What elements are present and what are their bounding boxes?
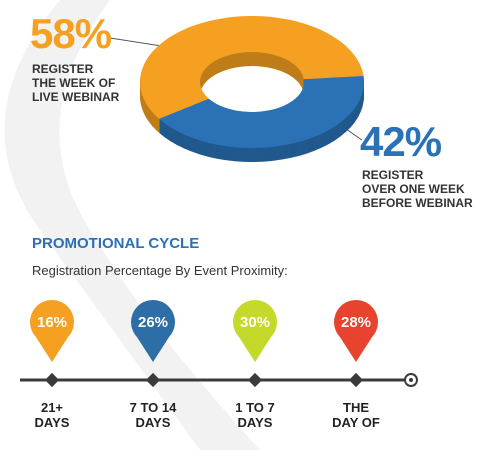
- pin-value: 16%: [37, 314, 67, 331]
- pin: [239, 337, 271, 362]
- slice-label: REGISTER THE WEEK OF LIVE WEBINAR: [32, 62, 120, 104]
- pin-head: [131, 300, 175, 344]
- timeline-marker: [247, 372, 263, 388]
- background-swoosh: [4, 0, 261, 450]
- category-label: 1 TO 7 DAYS: [235, 400, 275, 430]
- pin: [36, 337, 68, 362]
- pin: [137, 337, 169, 362]
- donut-slice: [140, 16, 364, 119]
- donut-slice: [159, 76, 365, 149]
- category-label: 7 TO 14 DAYS: [129, 400, 177, 430]
- timeline-marker: [145, 372, 161, 388]
- pin-value: 28%: [341, 314, 371, 331]
- pin-head: [233, 300, 277, 344]
- pin-head: [30, 300, 74, 344]
- pin-head: [334, 300, 378, 344]
- timeline-end-dot: [409, 378, 413, 382]
- section-subtitle: Registration Percentage By Event Proximi…: [32, 263, 288, 278]
- percent-label: 42%: [360, 118, 442, 165]
- percent-label: 58%: [30, 10, 112, 57]
- timeline-marker: [44, 372, 60, 388]
- category-label: 21+ DAYS: [34, 400, 70, 430]
- section-title: PROMOTIONAL CYCLE: [32, 235, 200, 252]
- pin-value: 30%: [240, 314, 270, 331]
- timeline-marker: [348, 372, 364, 388]
- slice-label: REGISTER OVER ONE WEEK BEFORE WEBINAR: [362, 168, 473, 210]
- category-label: THE DAY OF: [332, 400, 380, 430]
- pin-value: 26%: [138, 314, 168, 331]
- pin: [340, 337, 372, 362]
